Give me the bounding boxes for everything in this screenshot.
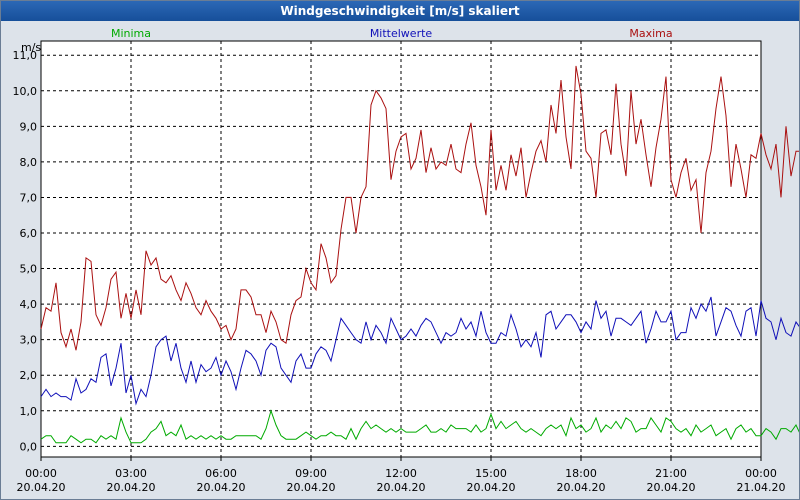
y-tick-label: 6,0 (20, 227, 38, 240)
y-tick-label: 7,0 (20, 191, 38, 204)
x-tick-time: 00:00 (745, 467, 777, 480)
wind-speed-chart: 0,0 1,0 2,0 3,0 4,0 5,0 6,0 7,0 8,0 9,0 10,0 11,0 00… (13, 27, 799, 494)
legend-maxima: Maxima (629, 27, 672, 40)
x-tick-time: 00:00 (25, 467, 57, 480)
legend-minima: Minima (111, 27, 151, 40)
y-axis-label: m/s (21, 41, 41, 54)
y-tick-label: 8,0 (20, 156, 38, 169)
y-tick-label: 11,0 (13, 49, 38, 62)
y-tick-label: 3,0 (20, 334, 38, 347)
x-tick-date: 21.04.20 (737, 481, 786, 494)
y-tick-label: 4,0 (20, 298, 38, 311)
x-tick-time: 06:00 (205, 467, 237, 480)
series-line-minima (40, 409, 799, 444)
y-tick-label: 2,0 (20, 369, 38, 382)
x-tick-date: 20.04.20 (467, 481, 516, 494)
x-tick-date: 20.04.20 (197, 481, 246, 494)
window-title: Windgeschwindigkeit [m/s] skaliert (1, 1, 799, 21)
y-tick-label: 10,0 (13, 85, 38, 98)
x-tick-date: 20.04.20 (287, 481, 336, 494)
x-tick-date: 20.04.20 (107, 481, 156, 494)
y-tick-label: 0,0 (20, 440, 38, 453)
y-tick-label: 1,0 (20, 405, 38, 418)
x-tick-time: 12:00 (385, 467, 417, 480)
legend-mittelwerte: Mittelwerte (370, 27, 433, 40)
x-tick-date: 20.04.20 (17, 481, 66, 494)
plot-area (40, 40, 762, 458)
x-tick-date: 20.04.20 (557, 481, 606, 494)
series-line-mittelwerte (40, 296, 799, 406)
y-tick-label: 9,0 (20, 120, 38, 133)
x-tick-time: 09:00 (295, 467, 327, 480)
y-tick-label: 5,0 (20, 263, 38, 276)
series-line-maxima (40, 65, 799, 351)
x-tick-time: 15:00 (475, 467, 507, 480)
x-tick-time: 03:00 (115, 467, 147, 480)
x-tick-date: 20.04.20 (377, 481, 426, 494)
x-tick-date: 20.04.20 (647, 481, 696, 494)
x-tick-time: 21:00 (655, 467, 687, 480)
x-tick-time: 18:00 (565, 467, 597, 480)
